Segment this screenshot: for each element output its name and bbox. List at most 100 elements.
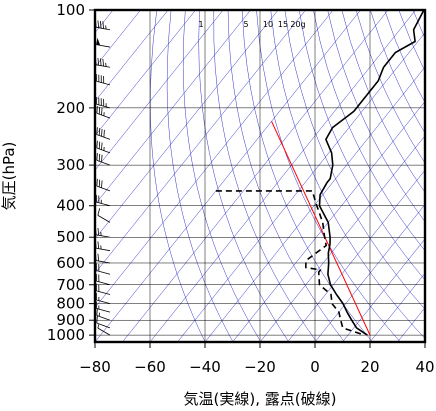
wind-barb [95, 20, 111, 31]
wind-barb-full [98, 153, 101, 162]
wind-barb-full [100, 1, 101, 8]
dry-adiabat-line [182, 10, 262, 342]
dry-adiabat-line [355, 10, 425, 164]
wind-barb-staff [96, 322, 111, 329]
wind-barb [95, 263, 111, 275]
wind-barb [96, 315, 111, 329]
isotherm-line [342, 238, 425, 342]
reference-isotherm-line [271, 121, 371, 336]
wind-barb [97, 208, 111, 223]
wind-barb-full [101, 107, 103, 116]
wind-barb-full [101, 180, 103, 188]
wind-barb [96, 153, 111, 166]
x-tick-label: −40 [189, 358, 221, 376]
wind-barb [95, 240, 111, 252]
wind-barb-full [103, 2, 104, 9]
isotherm-line [95, 10, 361, 342]
x-tick-label: 20 [360, 358, 379, 376]
isotherm-line [95, 10, 224, 171]
x-axis-ticks: −80 −60 −40 −20 0 20 40 [79, 342, 435, 376]
wind-barb-full [98, 179, 101, 187]
isotherm-line [95, 10, 169, 102]
dry-adiabat-line [166, 10, 234, 342]
wind-barb-full [96, 308, 98, 316]
wind-barb-full [102, 58, 104, 67]
profile-series [215, 10, 425, 336]
wind-barb-full [97, 241, 100, 249]
x-tick-label: 40 [415, 358, 434, 376]
wind-barb [96, 106, 111, 119]
wind-barb [95, 96, 111, 109]
wind-barb-full [95, 0, 96, 7]
wind-barb-full [101, 154, 103, 163]
wind-barb [95, 273, 111, 286]
wind-barb-full [101, 129, 103, 137]
wind-barb [96, 37, 111, 48]
y-tick-label: 300 [56, 156, 85, 174]
wind-barb [95, 0, 110, 11]
wind-barb [96, 178, 111, 192]
temperature-line [318, 10, 425, 336]
wind-barb [95, 301, 111, 313]
guide-lines [95, 10, 425, 342]
dry-adiabat-line [270, 10, 425, 339]
x-tick-label: −20 [244, 358, 276, 376]
wind-barb-full [98, 128, 101, 136]
wind-barb-full [96, 153, 98, 161]
dry-adiabat-line [284, 10, 425, 310]
isotherm-line [232, 100, 425, 342]
y-tick-label: 800 [56, 295, 85, 313]
mixing-ratio-label: 5 [243, 20, 248, 29]
isotherm-line [259, 135, 425, 342]
dry-adiabat-line [313, 10, 425, 252]
wind-barb [96, 127, 111, 140]
wind-barb [96, 308, 111, 321]
x-axis-title: 気温(実線), 露点(破線) [184, 390, 337, 408]
wind-barb-staff [97, 215, 111, 223]
dry-adiabat-line [213, 10, 318, 342]
mixing-ratio-labels: 1 5 10 15 20g [198, 20, 305, 29]
wind-barb-full [96, 140, 98, 149]
reference-isotherm [271, 121, 371, 336]
y-tick-label: 600 [56, 254, 85, 272]
isotherm-line [177, 32, 425, 342]
x-tick-label: 0 [310, 358, 320, 376]
wind-barb-full [103, 129, 105, 138]
isotherm-line [314, 204, 425, 342]
wind-barb-full [98, 1, 99, 8]
wind-barb [97, 324, 111, 336]
y-tick-label: 500 [56, 228, 85, 246]
x-tick-label: −60 [134, 358, 166, 376]
dry-adiabat-line [198, 10, 290, 342]
isotherm-line [122, 10, 389, 342]
dry-adiabat-line [341, 10, 425, 193]
y-tick-label: 900 [56, 311, 85, 329]
isotherm-line [95, 10, 141, 68]
wind-barb-full [97, 57, 100, 66]
wind-barb [96, 140, 111, 154]
dewpoint-line [215, 190, 365, 336]
isotherm-line [95, 10, 306, 274]
wind-barb-full [97, 20, 100, 28]
dry-adiabat-line [327, 10, 425, 223]
wind-barb-full [98, 106, 101, 115]
wind-barb-full [97, 227, 100, 236]
y-tick-label: 100 [56, 1, 85, 19]
wind-barb [95, 283, 111, 295]
y-tick-label: 1000 [47, 326, 85, 344]
wind-barb-full [99, 20, 102, 29]
isotherm-line [369, 272, 425, 342]
isotherm-line [95, 10, 279, 240]
wind-barb [95, 253, 111, 264]
wind-barb-full [96, 106, 98, 114]
dry-adiabat-line [227, 10, 345, 342]
x-tick-label: −80 [79, 358, 111, 376]
wind-barbs [95, 0, 111, 336]
wind-barb [95, 74, 111, 86]
wind-barb [95, 292, 111, 304]
mixing-ratio-label: 20g [290, 20, 305, 29]
y-axis-title: 気圧(hPa) [0, 142, 18, 211]
wind-barb-full [101, 142, 103, 150]
